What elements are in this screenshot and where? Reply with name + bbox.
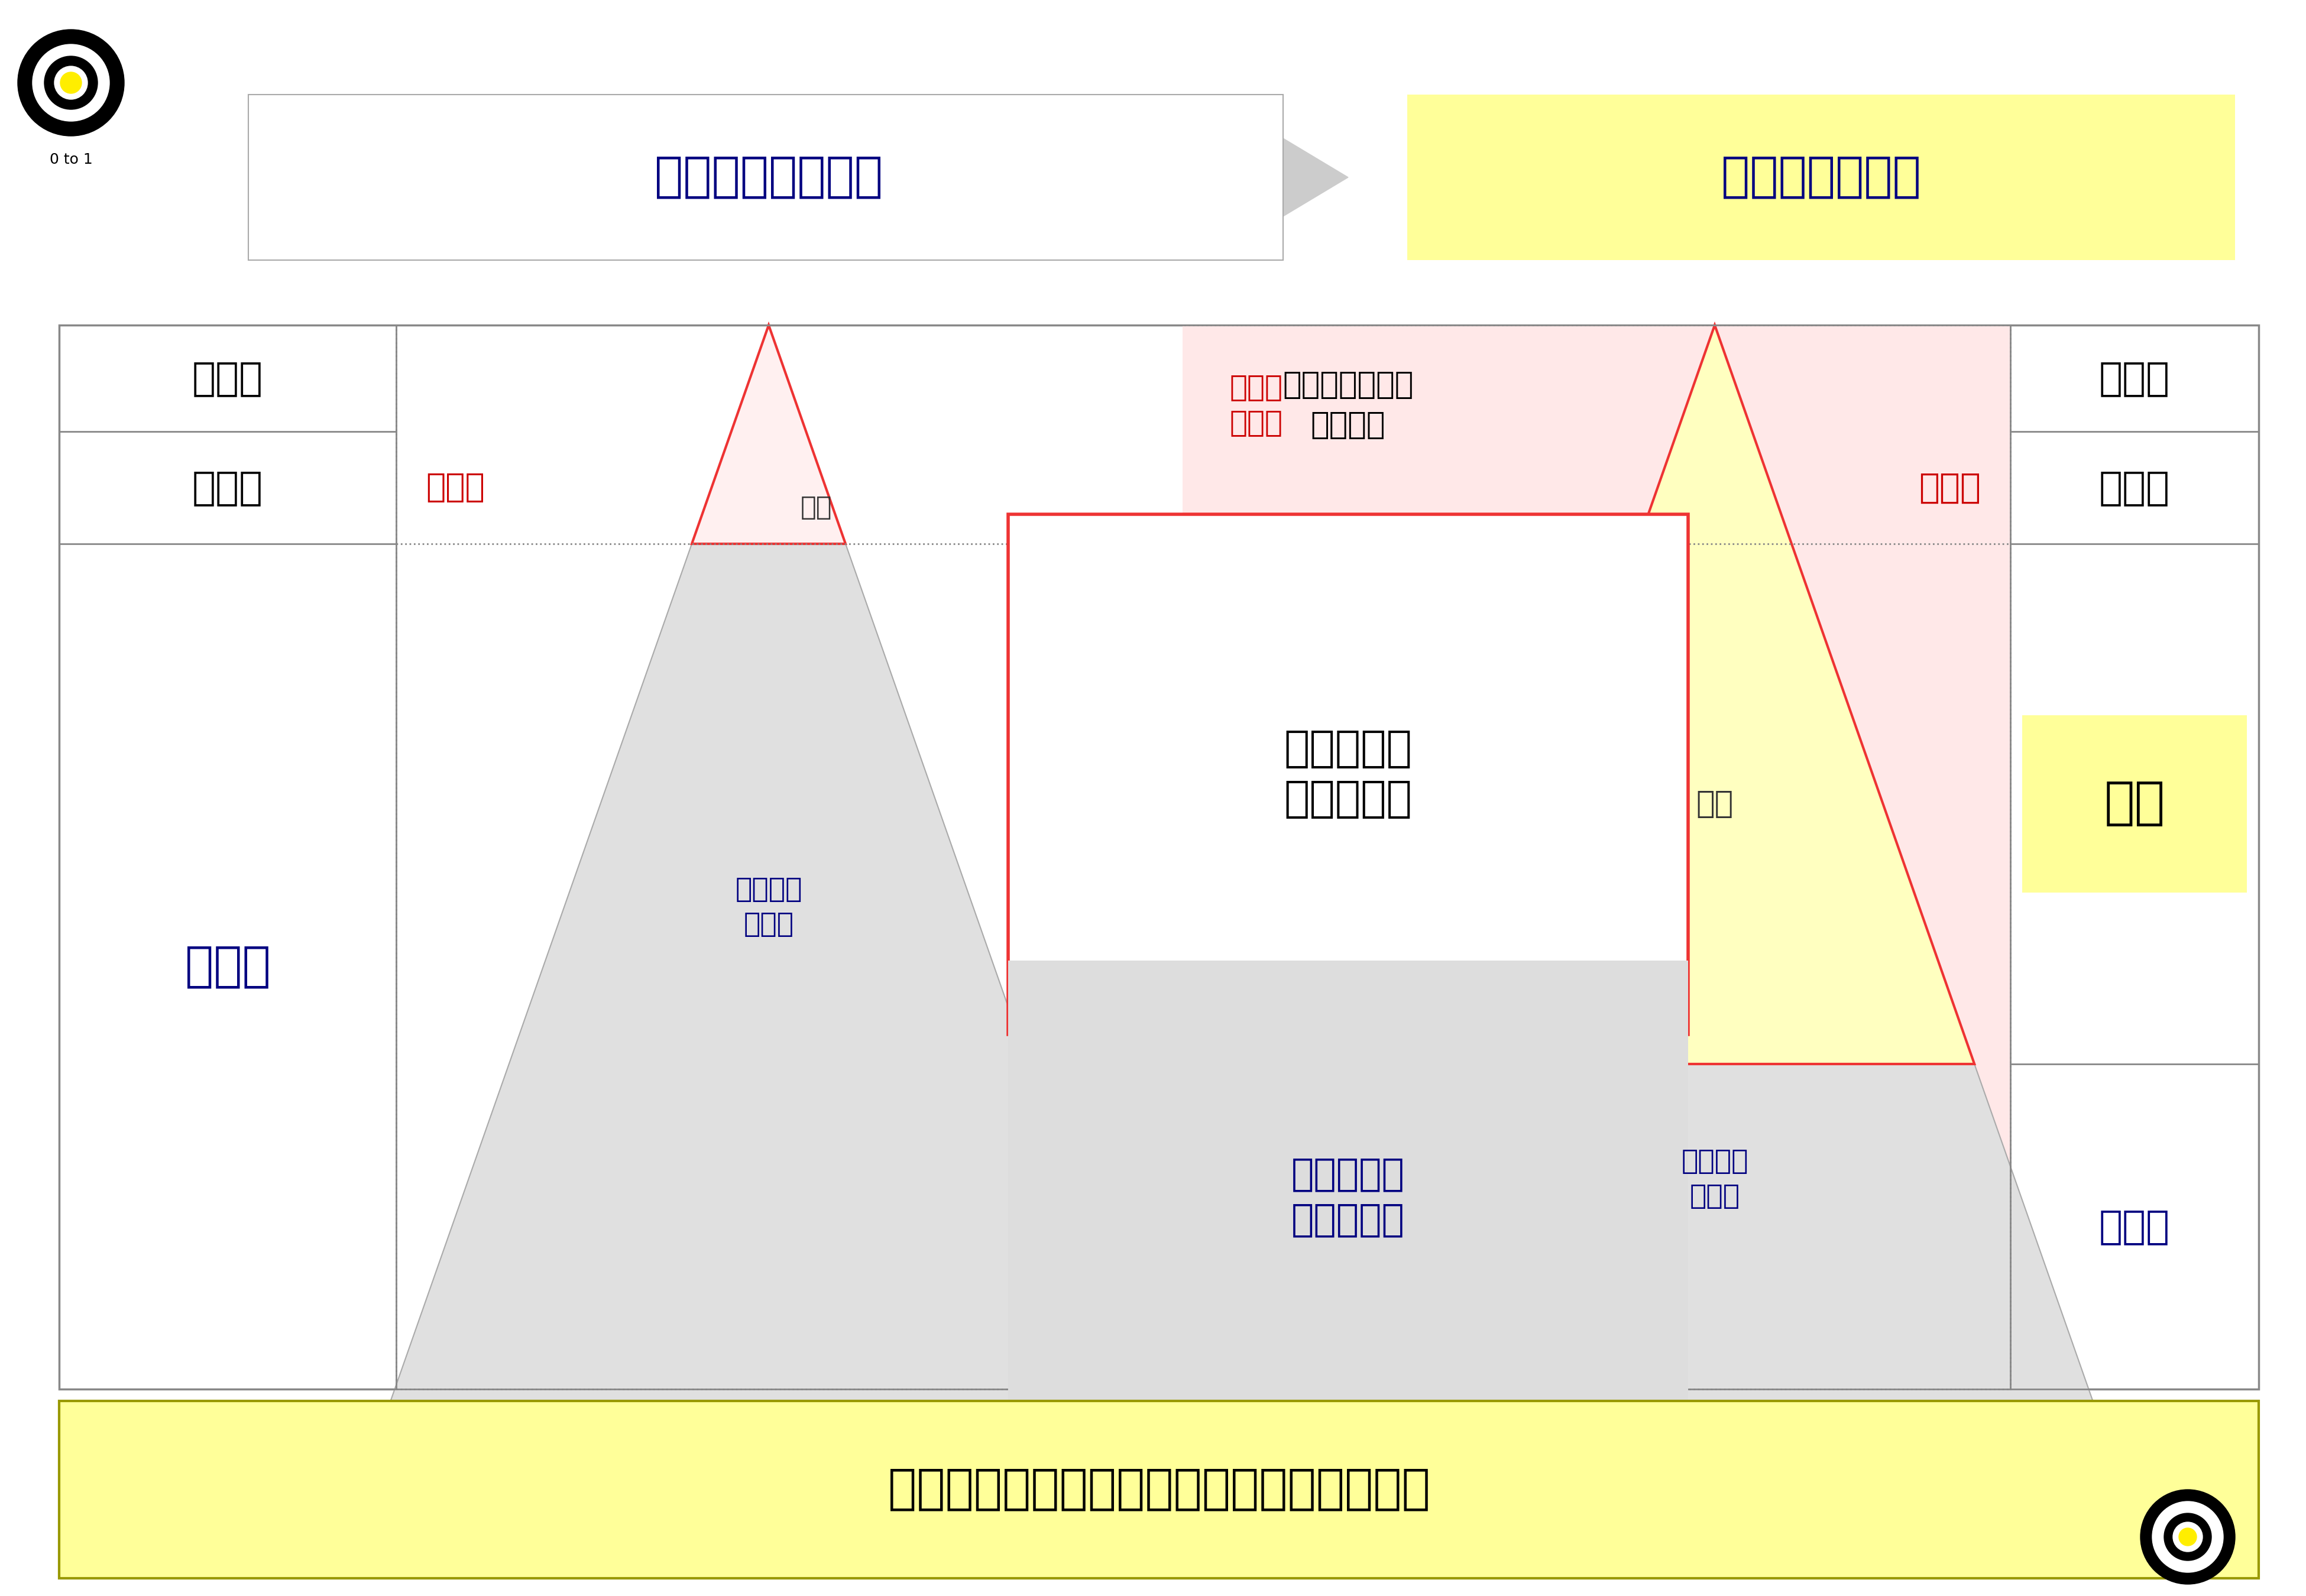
Circle shape: [32, 45, 108, 121]
Text: ７０％: ７０％: [184, 943, 270, 990]
Text: 自分で考え行動できる社員が４５％増える: 自分で考え行動できる社員が４５％増える: [888, 1467, 1430, 1513]
Text: ３０％: ３０％: [427, 472, 484, 504]
Polygon shape: [385, 326, 1153, 1419]
Text: 増加: 増加: [2103, 779, 2165, 828]
Bar: [1183, 326, 2011, 1389]
Polygon shape: [1455, 326, 1974, 1065]
Text: 自分で考え
行動できる: 自分で考え 行動できる: [1284, 729, 1411, 820]
Bar: [1407, 94, 2235, 260]
Text: 0 to 1: 0 to 1: [48, 153, 92, 166]
Text: 仕事を効率
良くできる: 仕事を効率 良くできる: [1291, 1156, 1404, 1238]
Text: １０％: １０％: [191, 359, 263, 397]
Circle shape: [18, 30, 125, 136]
Polygon shape: [692, 326, 846, 544]
Text: ２０％: ２０％: [191, 468, 263, 508]
Circle shape: [60, 72, 81, 94]
Bar: [60, 1401, 2258, 1578]
Circle shape: [2151, 1502, 2223, 1572]
Bar: [2022, 715, 2246, 892]
Circle shape: [2172, 1523, 2202, 1551]
Circle shape: [2163, 1513, 2211, 1561]
Bar: [1008, 514, 1688, 1034]
Polygon shape: [1331, 326, 2098, 1419]
Text: 今は低い: 今は低い: [740, 1401, 796, 1424]
Bar: [249, 94, 1282, 260]
Text: プラス
４５％: プラス ４５％: [1229, 373, 1282, 437]
Circle shape: [2179, 1527, 2198, 1547]
Text: 育成できない組織: 育成できない組織: [655, 155, 883, 201]
Bar: [60, 326, 2258, 1389]
Text: 育成できる組織: 育成できる組織: [1720, 155, 1921, 201]
Text: チームをリード
できる人: チームをリード できる人: [1282, 369, 1414, 440]
Text: ７５％: ７５％: [1919, 471, 1981, 504]
Text: 指示から
学ぶ人: 指示から 学ぶ人: [1681, 1149, 1748, 1210]
Circle shape: [55, 65, 88, 99]
Bar: [1008, 961, 1688, 1433]
Text: 高い: 高い: [800, 495, 832, 520]
Text: ２５％: ２５％: [2098, 1207, 2170, 1246]
Text: 今は低い: 今は低い: [1688, 1401, 1743, 1424]
Circle shape: [2140, 1489, 2235, 1585]
Text: 高い: 高い: [1695, 788, 1734, 819]
Text: 指示から
学ぶ人: 指示から 学ぶ人: [736, 876, 802, 938]
FancyArrow shape: [249, 107, 1349, 249]
Text: ６０％: ６０％: [2098, 468, 2170, 508]
Text: １５％: １５％: [2098, 359, 2170, 397]
Circle shape: [44, 56, 97, 110]
